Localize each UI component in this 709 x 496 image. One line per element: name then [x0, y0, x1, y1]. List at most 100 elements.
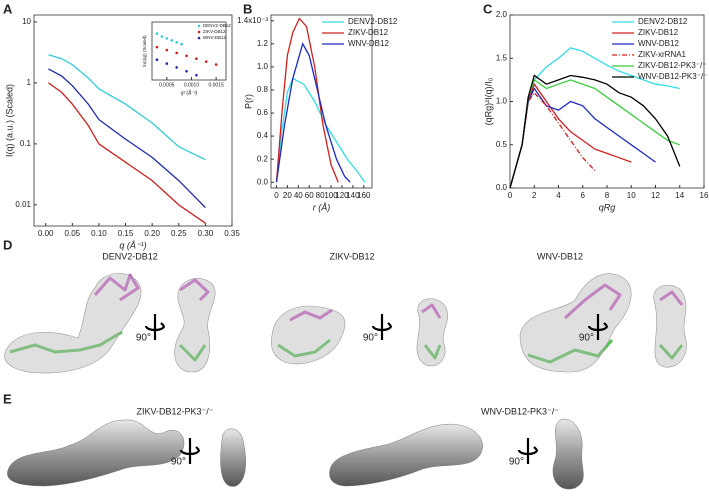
legend-label: WNV-DB12 — [203, 35, 227, 40]
y-tick-label: 0.8 — [257, 85, 269, 94]
series-line — [48, 54, 206, 161]
plot-frame — [270, 14, 373, 189]
point — [185, 54, 188, 58]
point — [195, 73, 198, 77]
x-tick-label: 0.10 — [91, 229, 107, 238]
point — [165, 37, 169, 40]
y-tick-label: 0.1 — [20, 139, 32, 148]
series-line — [509, 87, 656, 189]
point — [155, 32, 159, 35]
x-tick-label: 12 — [651, 191, 660, 200]
rotation-label: 90° — [136, 333, 151, 344]
panel-label: B — [243, 1, 252, 16]
x-axis-label: r (Å) — [313, 202, 331, 212]
series-line — [275, 17, 339, 183]
plot-frame — [33, 14, 233, 227]
rotation-arrow — [371, 314, 393, 340]
y-tick-label: 1.4x10⁻³ — [237, 16, 268, 25]
ribbon — [423, 344, 442, 360]
legend-marker — [197, 36, 201, 40]
legend-marker — [197, 24, 201, 28]
ribbon — [178, 343, 207, 362]
legend-label: ZIKV-DB12 — [348, 28, 389, 37]
x-axis-label: q (Å⁻¹) — [119, 240, 146, 250]
point — [170, 39, 174, 42]
x-tick-label: 0.00 — [38, 229, 54, 238]
x-tick-label: 0.20 — [144, 229, 160, 238]
structure-title: WNV-DB12-PK3⁻/⁻ — [481, 406, 559, 416]
rotation-label: 90° — [509, 457, 524, 468]
x-tick-label: 6 — [581, 191, 586, 200]
x-tick-label: 8 — [605, 191, 610, 200]
legend-label: ZIKV-DB12 — [203, 29, 226, 34]
y-tick-label: 1 — [27, 78, 32, 87]
ribbon — [179, 278, 210, 302]
x-tick-label: 0.05 — [65, 229, 81, 238]
y-axis-label: (qRg)²I(q)/I₀ — [483, 77, 493, 125]
series-line — [48, 68, 206, 209]
rotation-label: 90° — [363, 333, 378, 344]
point — [175, 66, 178, 69]
y-tick-label: 0.0 — [496, 183, 508, 192]
legend-label: DENV2-DB12 — [348, 17, 398, 26]
rotation-arrow — [517, 438, 539, 464]
envelope — [174, 278, 216, 373]
x-tick-label: 40 — [294, 191, 303, 200]
legend-label: ZIKV-DB12-PK3⁻/⁻ — [638, 61, 706, 70]
y-tick-label: 2.0 — [496, 10, 508, 19]
envelope — [519, 273, 632, 373]
x-tick-label: 0.0005 — [159, 82, 175, 88]
x-tick-label: 0.35 — [224, 229, 240, 238]
point — [165, 48, 169, 52]
y-tick-label: 10 — [22, 17, 31, 26]
y-tick-label: 0.0 — [257, 177, 269, 186]
ribbon — [289, 308, 333, 322]
x-tick-label: 0.15 — [118, 229, 134, 238]
panel-label: E — [3, 391, 12, 406]
x-tick-label: 140 — [346, 191, 360, 200]
x-tick-label: 0 — [274, 191, 279, 200]
y-axis-label: ln(I(q)) (Scaled) — [142, 35, 147, 67]
x-tick-label: 0.0015 — [208, 82, 224, 88]
panel-label: D — [3, 237, 12, 252]
plot-frame — [151, 21, 227, 81]
x-tick-label: 160 — [357, 191, 371, 200]
ribbon — [277, 338, 331, 358]
envelope — [653, 284, 687, 368]
ribbon — [421, 303, 442, 319]
ribbon — [9, 330, 123, 354]
rotation-arrow — [179, 438, 201, 464]
point — [185, 70, 188, 73]
legend-label: DENV2-DB12 — [203, 23, 231, 28]
x-tick-label: 16 — [700, 191, 709, 200]
y-tick-label: 0.4 — [257, 131, 269, 140]
structure-title: DENV2-DB12 — [102, 251, 158, 261]
legend-label: ZIKV-DB12 — [638, 28, 679, 37]
panel-label: A — [3, 1, 13, 16]
series-line — [275, 42, 351, 183]
rotation-label: 90° — [171, 457, 186, 468]
x-tick-label: 60 — [305, 191, 314, 200]
x-tick-label: 2 — [532, 191, 537, 200]
series-line — [509, 47, 680, 189]
y-tick-label: 1.0 — [257, 62, 269, 71]
surface — [220, 428, 246, 487]
y-tick-label: 0.2 — [257, 154, 269, 163]
x-tick-label: 14 — [675, 191, 684, 200]
point — [214, 63, 218, 66]
x-tick-label: 10 — [627, 191, 636, 200]
point — [175, 51, 178, 55]
legend-label: ZIKV-xrRNA1 — [638, 50, 687, 59]
point — [195, 57, 198, 61]
series-line — [509, 91, 596, 189]
envelope — [4, 273, 142, 374]
rotation-label: 90° — [579, 333, 594, 344]
x-tick-label: 100 — [324, 191, 338, 200]
series-line — [48, 82, 206, 224]
envelope — [271, 305, 346, 365]
x-axis-label: qRg — [599, 202, 616, 212]
surface — [329, 423, 483, 487]
structure-title: ZIKV-DB12-PK3⁻/⁻ — [136, 406, 213, 416]
legend-label: WNV-DB12 — [638, 39, 679, 48]
